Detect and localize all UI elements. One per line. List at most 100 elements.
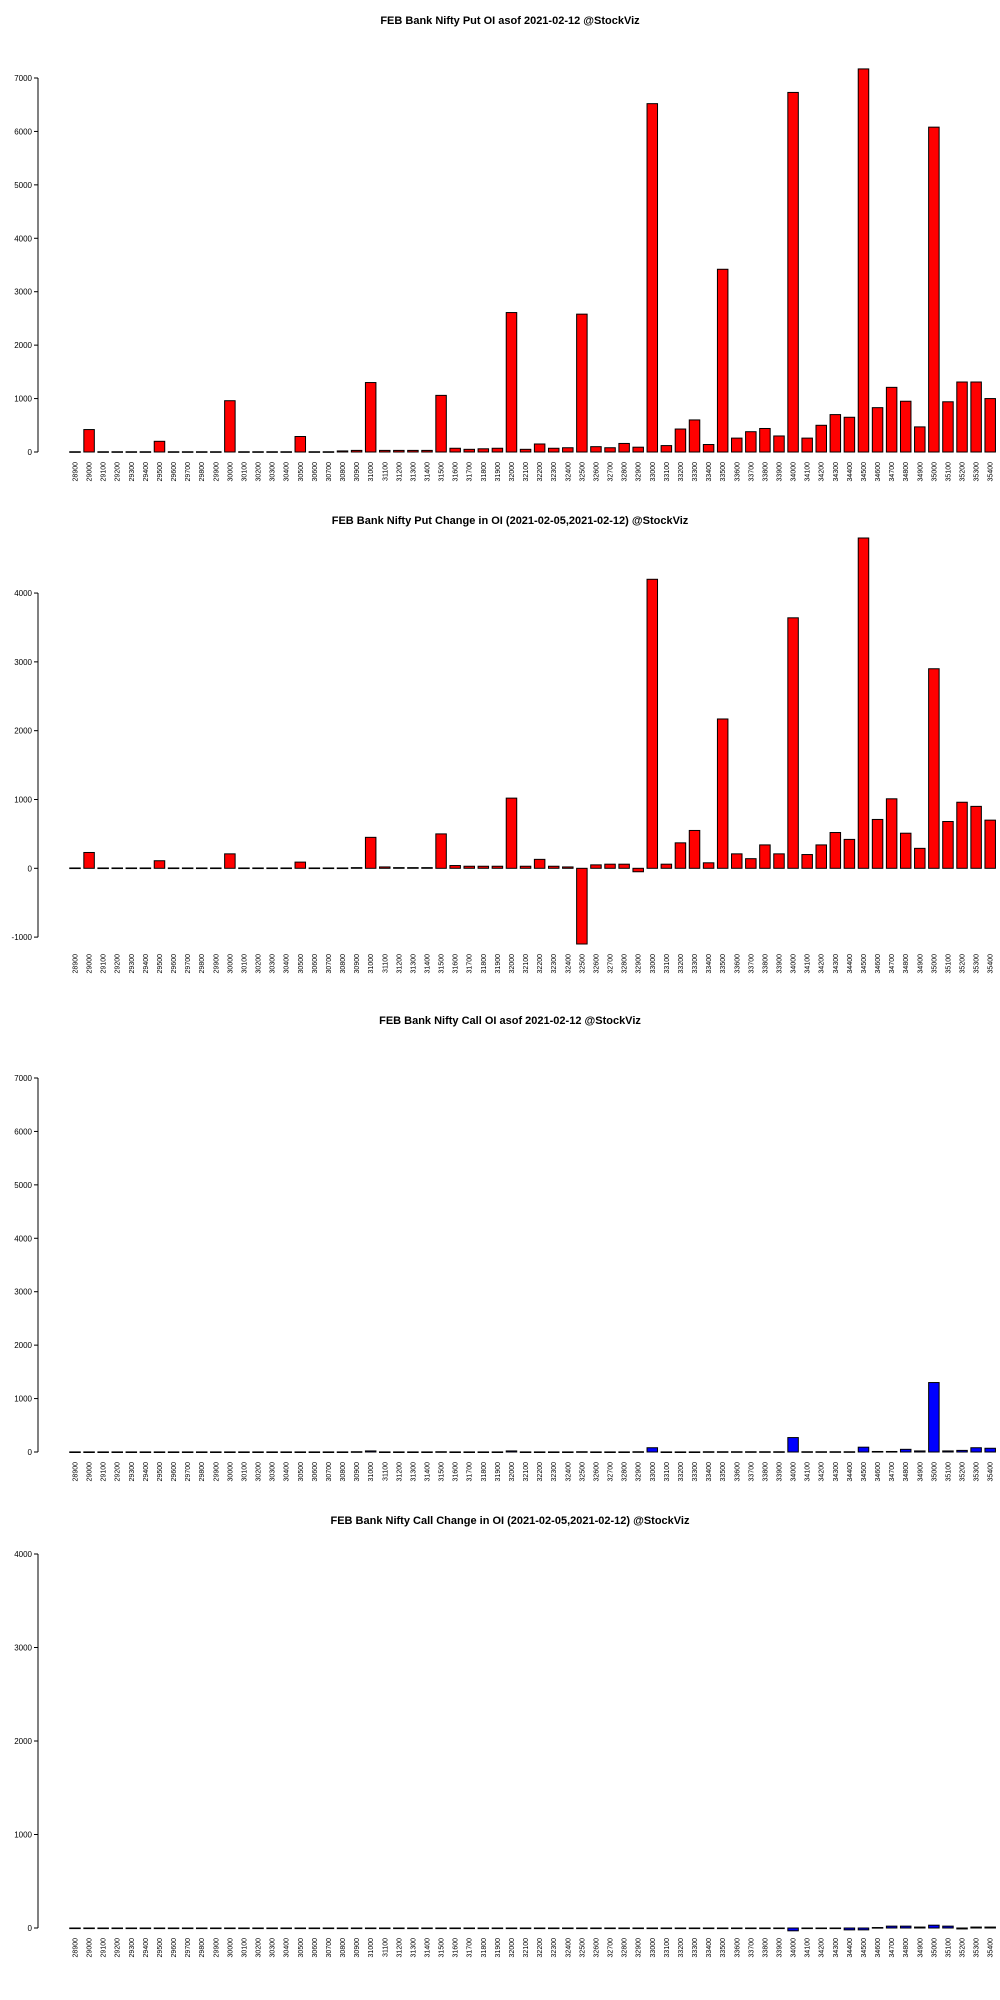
y-tick-label: 0 [28,864,33,873]
x-tick-label: 33600 [734,1938,741,1958]
x-tick-label: 34600 [875,954,882,974]
bar-strike-30200 [252,1451,264,1453]
bar-strike-31800 [477,448,490,453]
x-tick-label: 33500 [720,1938,727,1958]
x-tick-label: 33000 [650,1462,657,1482]
bar-strike-31300 [407,1927,419,1930]
bar-strike-34700 [885,798,898,869]
bar-strike-32800 [618,1451,630,1453]
x-tick-label: 32600 [593,1462,600,1482]
bar-strike-31700 [463,865,475,869]
x-tick-label: 33600 [734,954,741,974]
bar-strike-33600 [731,1927,743,1930]
x-tick-label: 32100 [523,1462,530,1482]
x-tick-label: 31900 [495,462,502,482]
bar-strike-32500 [576,313,588,453]
bar-strike-31700 [463,1927,475,1930]
x-tick-label: 35300 [974,1938,981,1958]
bar-strike-33700 [745,1927,757,1930]
x-tick-label: 30200 [256,954,263,974]
x-tick-label: 35000 [931,1938,938,1958]
bar-strike-33100 [660,445,673,453]
x-tick-label: 30900 [354,1938,361,1958]
x-tick-label: 29300 [129,1462,136,1482]
bar-strike-32800 [618,442,630,453]
bar-strike-31000 [364,836,377,869]
bar-strike-31600 [449,865,461,869]
bar-strike-34000 [787,1437,799,1453]
bar-strike-33700 [745,1451,757,1453]
bar-strike-33100 [660,1451,673,1453]
bar-strike-35200 [956,1449,968,1453]
bar-strike-29900 [210,1451,222,1453]
x-tick-label: 32900 [636,954,643,974]
bar-strike-34000 [787,617,799,869]
bar-strike-30100 [238,867,250,870]
bar-strike-31800 [477,1451,490,1453]
bar-strike-34400 [843,416,856,453]
x-tick-label: 32200 [537,1938,544,1958]
bar-strike-29800 [195,1451,208,1453]
x-tick-label: 34300 [833,1462,840,1482]
bar-strike-35400 [984,819,996,869]
x-tick-label: 34200 [819,1938,826,1958]
x-tick-label: 29200 [115,1938,122,1958]
x-tick-label: 30600 [312,954,319,974]
bar-strike-33700 [745,858,757,869]
x-tick-label: 31500 [439,954,446,974]
x-tick-label: 30400 [284,1462,291,1482]
bar-strike-30600 [308,867,321,870]
x-tick-label: 33700 [748,462,755,482]
x-tick-label: 30800 [340,1462,347,1482]
x-tick-label: 31700 [467,1938,474,1958]
x-tick-label: 33200 [678,1462,685,1482]
x-tick-label: 33800 [762,954,769,974]
x-tick-label: 30100 [241,954,248,974]
x-tick-label: 29400 [143,1462,150,1482]
bar-strike-33900 [773,1927,785,1930]
bar-strike-34200 [815,844,827,869]
x-tick-label: 33900 [777,462,784,482]
y-tick-label: 3000 [14,1644,32,1653]
bar-strike-33900 [773,435,785,453]
x-tick-label: 31200 [396,1462,403,1482]
bar-strike-34200 [815,1927,827,1930]
bar-strike-34800 [899,400,912,453]
x-tick-label: 31200 [396,954,403,974]
bar-strike-31200 [393,449,405,453]
bar-strike-32500 [576,867,588,945]
bar-strike-31100 [379,449,391,453]
bar-strike-35300 [970,1926,982,1929]
bar-strike-32100 [519,1927,532,1930]
bar-strike-31900 [491,1927,504,1930]
x-tick-label: 33200 [678,1938,685,1958]
bar-strike-31500 [435,394,447,453]
y-tick-label: 0 [28,1924,33,1933]
bar-strike-31200 [393,1927,405,1930]
bar-strike-32300 [547,1451,560,1453]
x-tick-label: 33200 [678,462,685,482]
bar-strike-31400 [421,449,433,453]
bar-strike-33500 [716,1451,729,1453]
x-tick-label: 29400 [143,954,150,974]
x-tick-label: 32400 [565,462,572,482]
x-tick-label: 32200 [537,462,544,482]
bar-strike-33000 [646,103,659,453]
bar-strike-34800 [899,832,912,869]
bar-strike-34700 [885,1450,898,1453]
x-tick-label: 31400 [425,1938,432,1958]
bar-strike-34800 [899,1925,912,1929]
x-tick-label: 34000 [791,462,798,482]
x-tick-label: 33400 [706,1938,713,1958]
x-tick-label: 31500 [439,1938,446,1958]
y-tick-label: 6000 [14,127,32,136]
bar-strike-33600 [731,853,743,869]
bar-strike-30800 [336,1451,349,1453]
x-tick-label: 34600 [875,1938,882,1958]
x-tick-label: 32300 [551,954,558,974]
y-tick-label: 7000 [14,1074,32,1083]
x-tick-label: 29800 [199,1938,206,1958]
x-tick-label: 29100 [101,954,108,974]
y-tick-label: 3000 [14,1288,32,1297]
plot-area: 0 1000 2000 3000 4000 28900 29000 29100 29200 293… [14,1550,996,1958]
